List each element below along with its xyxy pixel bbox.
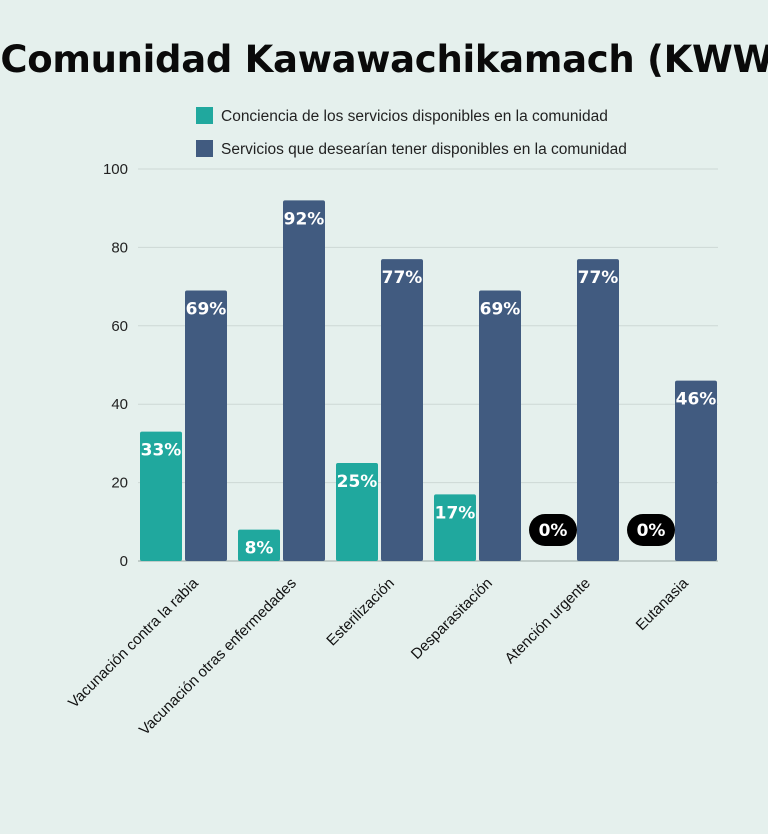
value-label: 69% <box>480 300 521 320</box>
bar-desired <box>675 380 717 561</box>
x-tick-label: Vacunación otras enfermedades <box>136 575 300 739</box>
value-label: 17% <box>435 503 476 523</box>
bar-desired <box>185 290 227 561</box>
x-tick-label: Esterilización <box>323 575 398 650</box>
value-label: 0% <box>539 521 568 541</box>
legend-swatch <box>196 140 213 157</box>
bar-desired <box>283 200 325 562</box>
value-label: 69% <box>186 300 227 320</box>
legend-entry: Servicios que desearían tener disponible… <box>221 141 627 158</box>
value-badge <box>627 514 675 546</box>
value-labels: 33% 69% 8% 92% 25% 77% 17% 69% 0% 77% 0% 46% <box>141 209 717 558</box>
x-tick-label: Desparasitación <box>408 575 496 663</box>
bar-desired <box>381 259 423 561</box>
x-tick-label: Eutanasia <box>633 574 693 634</box>
value-label: 92% <box>284 209 325 229</box>
bar-awareness <box>238 529 280 561</box>
value-label: 46% <box>676 390 717 410</box>
value-label: 25% <box>337 472 378 492</box>
value-label: 0% <box>637 521 666 541</box>
bar-awareness <box>434 494 476 561</box>
bar-desired <box>577 259 619 561</box>
value-label: 77% <box>382 268 423 288</box>
bars <box>140 200 717 562</box>
legend: Conciencia de los servicios disponibles … <box>196 107 627 158</box>
bar-awareness <box>140 431 182 561</box>
gridlines <box>138 168 718 562</box>
y-tick-label: 80 <box>111 239 128 256</box>
y-tick-label: 100 <box>103 161 128 178</box>
y-tick-label: 0 <box>120 553 128 570</box>
y-tick-label: 60 <box>111 318 128 335</box>
bar-awareness <box>336 463 378 561</box>
value-label: 33% <box>141 441 182 461</box>
legend-swatch <box>196 107 213 124</box>
x-tick-label: Atención urgente <box>502 575 594 667</box>
value-label: 8% <box>245 539 274 559</box>
bar-desired <box>479 290 521 561</box>
chart-title: Comunidad Kawawachikamach (KWW) <box>0 38 768 81</box>
y-tick-label: 40 <box>111 396 128 413</box>
value-badge <box>529 514 577 546</box>
value-label: 77% <box>578 268 619 288</box>
y-tick-label: 20 <box>111 475 128 492</box>
legend-entry: Conciencia de los servicios disponibles … <box>221 108 608 125</box>
y-axis-ticks: 0 20 40 60 80 100 <box>103 161 128 570</box>
